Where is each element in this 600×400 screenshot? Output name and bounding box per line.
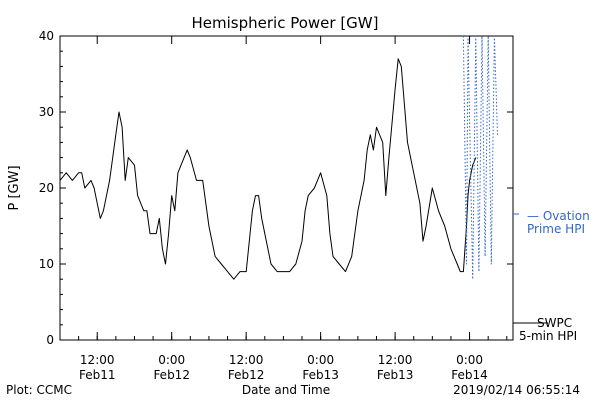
x-tick-date-label: Feb12 <box>228 368 265 382</box>
x-tick-time-label: 12:00 <box>229 353 264 367</box>
x-axis: 12:00Feb110:00Feb1212:00Feb120:00Feb1312… <box>59 36 508 382</box>
x-tick-time-label: 12:00 <box>80 353 115 367</box>
legend-swpc-label: SWPC <box>537 316 572 330</box>
series-layer <box>59 35 498 280</box>
y-tick-label: 40 <box>39 29 54 43</box>
legend-ovation-label: Prime HPI <box>527 222 585 236</box>
y-tick-label: 30 <box>39 105 54 119</box>
x-tick-date-label: Feb13 <box>377 368 414 382</box>
x-tick-date-label: Feb12 <box>153 368 190 382</box>
x-tick-date-label: Feb14 <box>451 368 488 382</box>
y-axis: 0 10 20 30 40 <box>39 29 513 347</box>
x-tick-date-label: Feb11 <box>79 368 116 382</box>
plot-frame <box>59 35 514 341</box>
chart-title: Hemispheric Power [GW] <box>192 14 379 32</box>
x-axis-label: Date and Time <box>242 383 330 397</box>
ovation-prime-hpi-line <box>462 35 498 280</box>
y-axis-label: P [GW] <box>7 165 22 210</box>
legend-ovation-label: — Ovation <box>527 209 590 223</box>
legend-swpc-label: 5-min HPI <box>519 329 577 343</box>
x-tick-time-label: 0:00 <box>307 353 334 367</box>
x-tick-time-label: 0:00 <box>158 353 185 367</box>
x-tick-time-label: 12:00 <box>378 353 413 367</box>
plot-credit: Plot: CCMC <box>6 383 72 397</box>
y-tick-label: 0 <box>46 333 54 347</box>
plot-timestamp: 2019/02/14 06:55:14 <box>453 383 580 397</box>
y-tick-label: 20 <box>39 181 54 195</box>
x-tick-time-label: 0:00 <box>456 353 483 367</box>
y-tick-label: 10 <box>39 257 54 271</box>
swpc-hpi-line <box>59 58 477 280</box>
x-tick-date-label: Feb13 <box>302 368 339 382</box>
